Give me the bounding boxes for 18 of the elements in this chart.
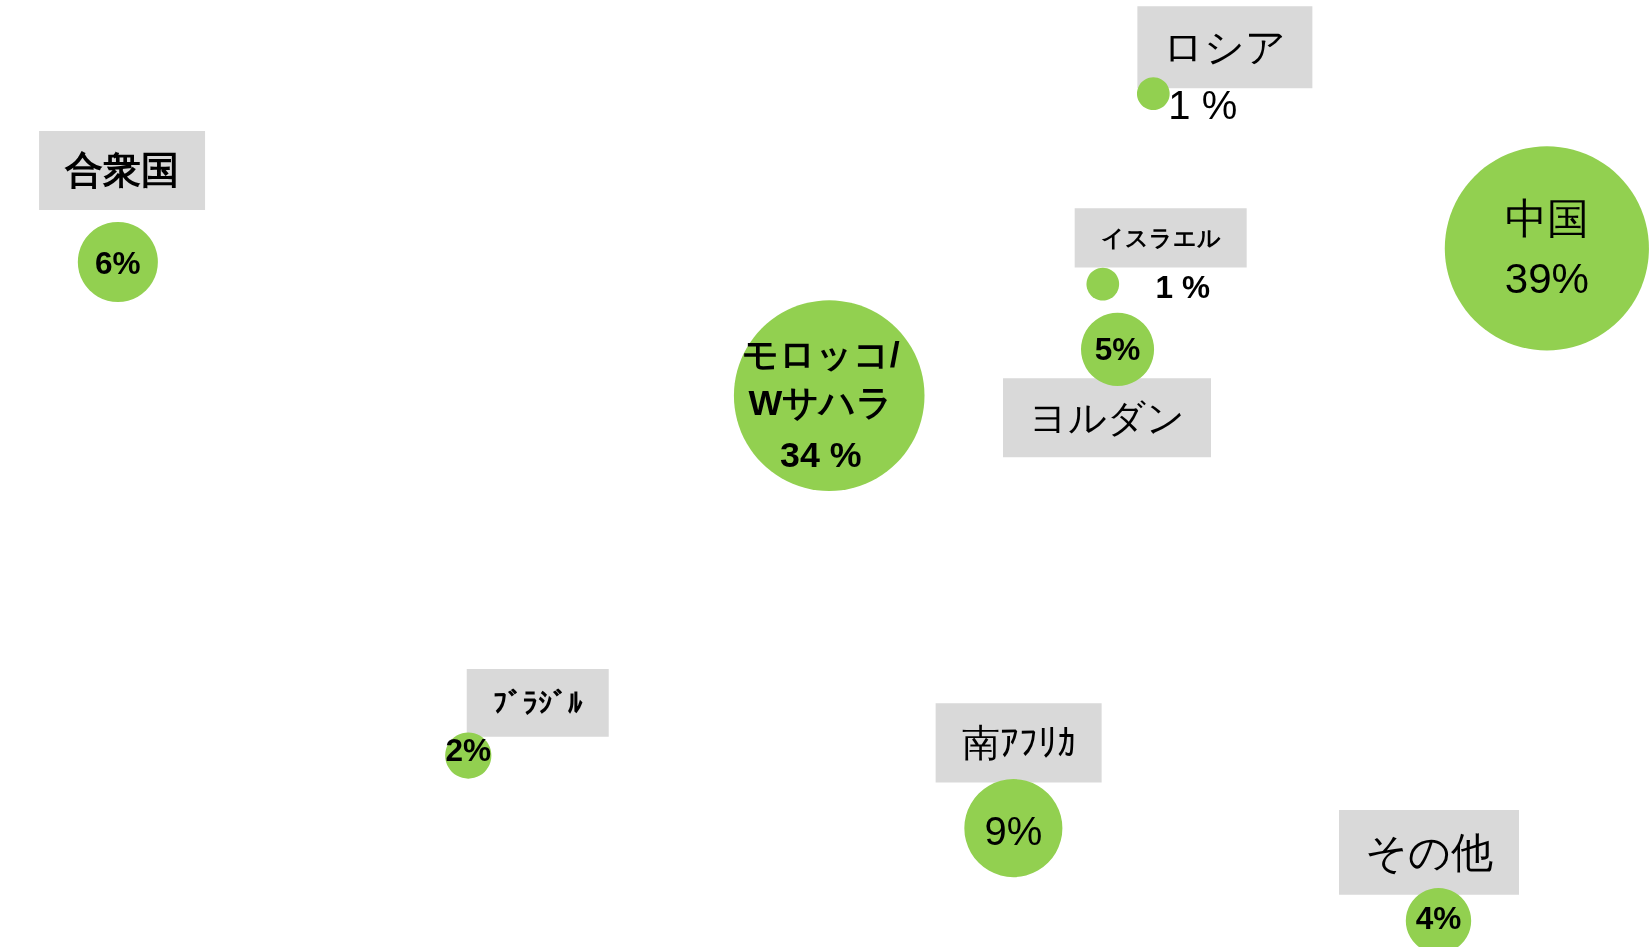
data-label: 6% xyxy=(95,245,141,282)
data-label: 9% xyxy=(984,809,1043,854)
data-label: 4% xyxy=(1415,899,1462,936)
data-label: 2% xyxy=(445,732,492,769)
data-label: 1 % xyxy=(1155,269,1210,306)
category-label: その他 xyxy=(1365,828,1494,876)
category-label: 合衆国 xyxy=(64,149,180,192)
category-label: イスラエル xyxy=(1100,224,1221,251)
category-label: ヨルダン xyxy=(1029,396,1186,439)
data-label: 1 % xyxy=(1168,83,1238,128)
category-label: 中国 xyxy=(1504,195,1589,243)
data-label: 5% xyxy=(1094,331,1141,368)
category-label: ﾌﾞﾗｼﾞﾙ xyxy=(492,686,583,720)
category-label: 南ｱﾌﾘｶ xyxy=(961,721,1076,764)
data-label: 39% xyxy=(1504,255,1589,303)
category-label: ロシア xyxy=(1163,25,1287,70)
category-label: モロッコ/ Wサハラ xyxy=(741,334,900,423)
data-label: 34 % xyxy=(780,434,862,475)
